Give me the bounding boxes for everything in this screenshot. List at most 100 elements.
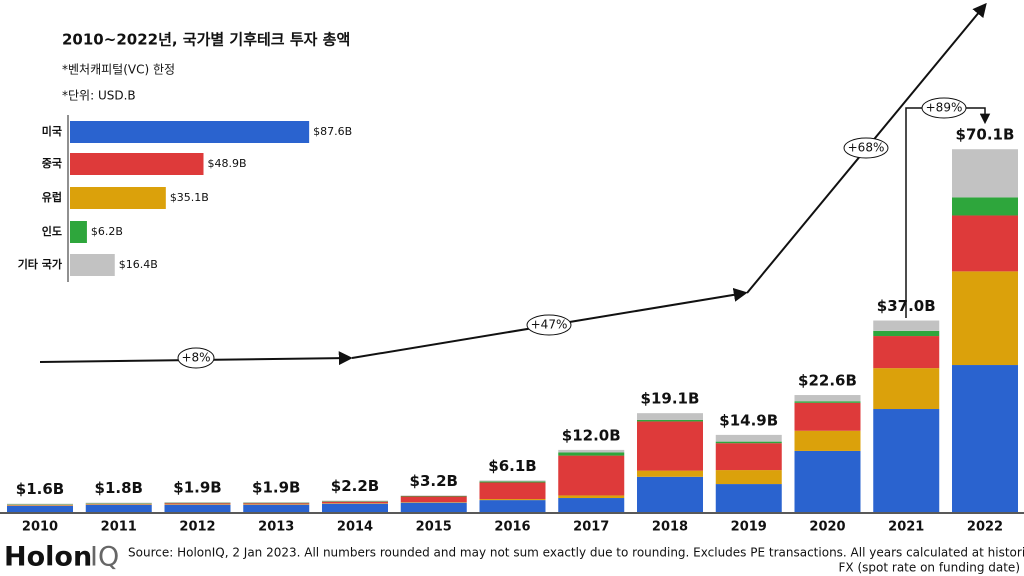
x-tick-label: 2019 [731,520,767,535]
bar-segment [85,504,152,512]
bar-segment [952,271,1018,366]
bar-segment [322,503,388,504]
bar-segment [243,502,310,504]
bar-segment [400,502,467,512]
bar-segment [164,503,231,505]
bar-segment [952,215,1018,272]
inset-title: 2010~2022년, 국가별 기후테크 투자 총액 [62,31,350,49]
bar-segment [164,504,231,505]
annotation-text: +89% [926,101,963,115]
x-tick-label: 2017 [573,520,609,535]
bar-segment [715,434,782,442]
bar-segment [794,402,861,431]
bar-segment [558,498,625,512]
bar-segment [322,503,388,512]
bar-segment [558,495,625,499]
bar-segment [85,503,152,505]
bar-segment [7,505,73,506]
annotation-text: +68% [848,141,885,155]
bar-segment [794,430,861,451]
bar-segment [558,455,625,496]
bar-segment [637,413,703,420]
bar-segment [637,421,703,471]
bar-segment [637,419,703,422]
total-label: $12.0B [562,426,621,444]
annotation: +68% [843,137,889,159]
x-tick-label: 2014 [337,520,373,535]
x-tick-label: 2012 [179,520,215,535]
bar-segment [479,481,546,483]
y-tick-label: 유럽 [42,190,62,204]
bar-segment [715,441,782,444]
total-label: $37.0B [877,297,936,315]
bar-segment [243,504,310,512]
total-label: $14.9B [719,411,778,429]
x-tick-label: 2015 [416,520,452,535]
logo: Holon [4,542,92,573]
total-label: $19.1B [641,390,700,408]
bar-segment [479,500,546,512]
bar-segment [873,336,940,369]
bar [70,254,115,276]
x-tick-label: 2020 [809,520,845,535]
bar-segment [794,395,861,402]
bar-segment [479,480,546,482]
bar-segment [85,503,152,504]
bar-segment [243,503,310,505]
bar-segment [952,365,1018,512]
annotation-text: +8% [181,351,210,365]
source: FX (spot rate on funding date) [839,561,1020,575]
bar-segment [85,504,152,505]
bar [70,221,87,243]
bar-segment [400,502,467,503]
bar [70,121,310,143]
bar-segment [7,504,73,506]
y-tick-label: 미국 [42,124,62,138]
bar-segment [400,496,467,503]
annotation: +89% [921,97,967,119]
total-label: $1.9B [173,479,221,497]
total-label: $1.6B [16,480,64,498]
total-label: $2.2B [331,477,379,495]
bar-segment [400,495,467,496]
bar-segment [322,501,388,502]
total-label: $6.1B [488,457,536,475]
bar-segment [243,502,310,503]
annotation-text: +47% [531,318,568,332]
x-tick-label: 2010 [22,520,58,535]
bar-segment [794,401,861,403]
bar [70,153,204,175]
bar-segment [637,470,703,477]
bar-segment [85,502,152,504]
annotation: +47% [526,314,572,336]
bar-segment [164,502,231,503]
bar-segment [400,495,467,497]
bar-segment [558,452,625,456]
bar-segment [873,320,940,331]
total-label: $3.2B [410,472,458,490]
logo: IQ [90,542,119,573]
y-tick-label: 인도 [42,224,62,238]
bar-segment [715,484,782,512]
x-tick-label: 2013 [258,520,294,535]
bar-segment [558,449,625,453]
bar-segment [322,500,388,502]
y-tick-label: 중국 [42,157,62,170]
bar-segment [952,149,1018,198]
value-label: $87.6B [313,125,352,138]
bar-segment [479,482,546,500]
value-label: $16.4B [119,258,158,271]
value-label: $35.1B [170,191,209,204]
x-tick-label: 2022 [967,520,1003,535]
bar-segment [873,330,940,337]
bar-segment [7,504,73,505]
bar [70,187,166,209]
bar-segment [952,197,1018,216]
total-label: $1.9B [252,479,300,497]
bar-segment [164,502,231,504]
bar-segment [873,409,940,512]
bar-segment [7,505,73,512]
bar-segment [715,470,782,485]
value-label: $6.2B [91,225,123,238]
